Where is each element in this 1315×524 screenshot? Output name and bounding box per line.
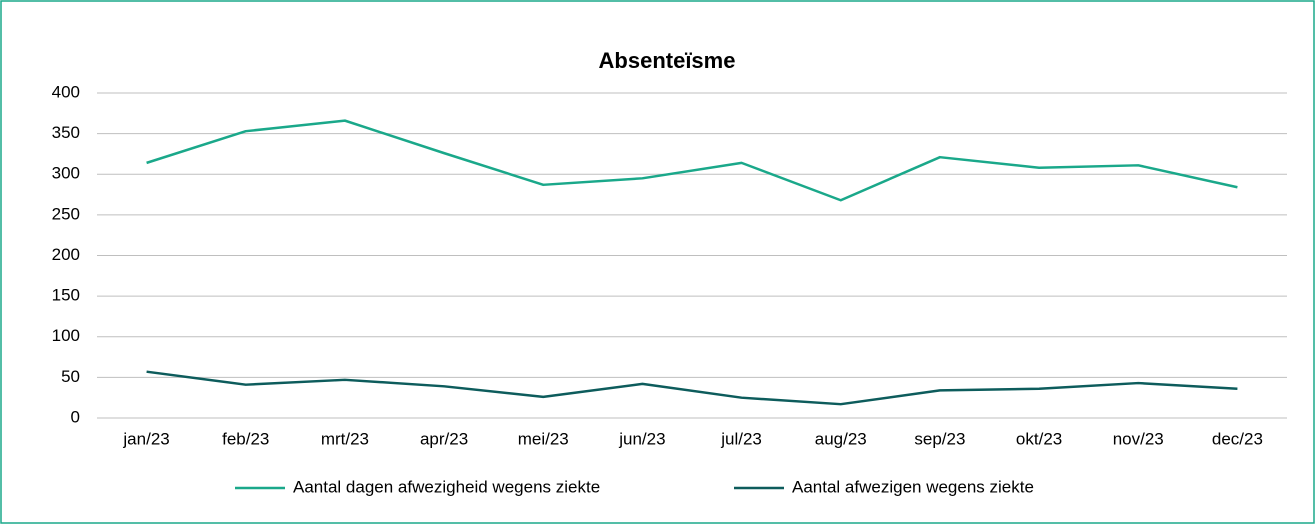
y-tick-label: 150: [52, 286, 80, 305]
y-tick-label: 400: [52, 82, 80, 101]
x-tick-label: jan/23: [122, 429, 169, 448]
y-tick-label: 300: [52, 164, 80, 183]
y-tick-label: 0: [71, 407, 80, 426]
data-line: [146, 119, 1238, 202]
y-tick-label: 250: [52, 204, 80, 223]
data-line: [146, 370, 1238, 406]
x-tick-label: sep/23: [914, 429, 965, 448]
chart-title: Absenteïsme: [599, 48, 736, 73]
x-tick-label: dec/23: [1212, 429, 1263, 448]
legend-label: Aantal afwezigen wegens ziekte: [792, 477, 1034, 496]
y-tick-label: 100: [52, 326, 80, 345]
y-tick-label: 50: [61, 367, 80, 386]
legend-label: Aantal dagen afwezigheid wegens ziekte: [293, 477, 600, 496]
y-tick-label: 350: [52, 123, 80, 142]
x-tick-label: mei/23: [518, 429, 569, 448]
x-tick-label: nov/23: [1113, 429, 1164, 448]
x-tick-label: jul/23: [720, 429, 762, 448]
x-tick-label: feb/23: [222, 429, 269, 448]
x-tick-label: aug/23: [815, 429, 867, 448]
y-tick-label: 200: [52, 245, 80, 264]
x-tick-label: mrt/23: [321, 429, 369, 448]
x-tick-label: okt/23: [1016, 429, 1062, 448]
x-tick-label: apr/23: [420, 429, 468, 448]
x-tick-label: jun/23: [618, 429, 665, 448]
